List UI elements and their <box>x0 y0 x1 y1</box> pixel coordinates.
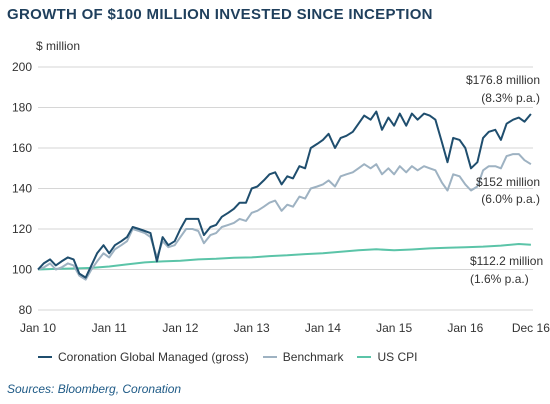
annotation-label: (8.3% p.a.) <box>481 91 540 105</box>
annotation-label: $176.8 million <box>466 73 540 87</box>
legend-label-coronation: Coronation Global Managed (gross) <box>58 350 249 364</box>
legend-label-benchmark: Benchmark <box>282 350 344 364</box>
legend-swatch-benchmark <box>262 356 277 358</box>
legend-swatch-us-cpi <box>357 356 372 358</box>
x-tick-label: Jan 13 <box>234 321 270 335</box>
source-note: Sources: Bloomberg, Coronation <box>7 382 182 396</box>
x-axis-ticks: Jan 10 Jan 11 Jan 12 Jan 13 Jan 14 Jan 15 Jan … <box>20 321 550 335</box>
series-line-1 <box>37 153 532 281</box>
annotation-label: $112.2 million <box>470 254 543 268</box>
y-tick-label: 80 <box>19 303 33 317</box>
annotation-label: (6.0% p.a.) <box>481 192 540 206</box>
x-tick-label: Jan 12 <box>162 321 198 335</box>
legend: Coronation Global Managed (gross) Benchm… <box>38 350 432 364</box>
legend-item-us-cpi: US CPI <box>357 350 418 364</box>
series-line-0 <box>37 110 532 279</box>
chart-title: GROWTH OF $100 MILLION INVESTED SINCE IN… <box>7 6 433 23</box>
y-tick-label: 100 <box>12 263 32 277</box>
series-line-2 <box>37 243 531 271</box>
legend-item-coronation: Coronation Global Managed (gross) <box>38 350 249 364</box>
annotation-label: $152 million <box>476 175 540 189</box>
y-tick-label: 200 <box>12 60 32 74</box>
x-tick-label: Jan 14 <box>305 321 341 335</box>
series-lines <box>37 110 532 281</box>
y-axis-ticks: 80 100 120 140 160 180 200 <box>12 60 32 317</box>
y-tick-label: 120 <box>12 222 32 236</box>
legend-swatch-coronation <box>38 356 52 358</box>
annotation-label: (1.6% p.a.) <box>470 272 529 286</box>
end-annotations: $176.8 million (8.3% p.a.) $152 million (6.… <box>466 73 543 286</box>
x-tick-label: Dec 16 <box>512 321 550 335</box>
x-tick-label: Jan 10 <box>20 321 56 335</box>
x-tick-label: Jan 11 <box>92 321 127 335</box>
gridlines <box>38 66 533 311</box>
y-tick-label: 140 <box>12 182 32 196</box>
y-tick-label: 160 <box>12 141 32 155</box>
y-tick-label: 180 <box>12 101 32 115</box>
legend-item-benchmark: Benchmark <box>262 350 344 364</box>
x-tick-label: Jan 16 <box>447 321 483 335</box>
x-tick-label: Jan 15 <box>376 321 412 335</box>
legend-label-us-cpi: US CPI <box>377 350 418 364</box>
y-axis-label: $ million <box>36 39 80 53</box>
